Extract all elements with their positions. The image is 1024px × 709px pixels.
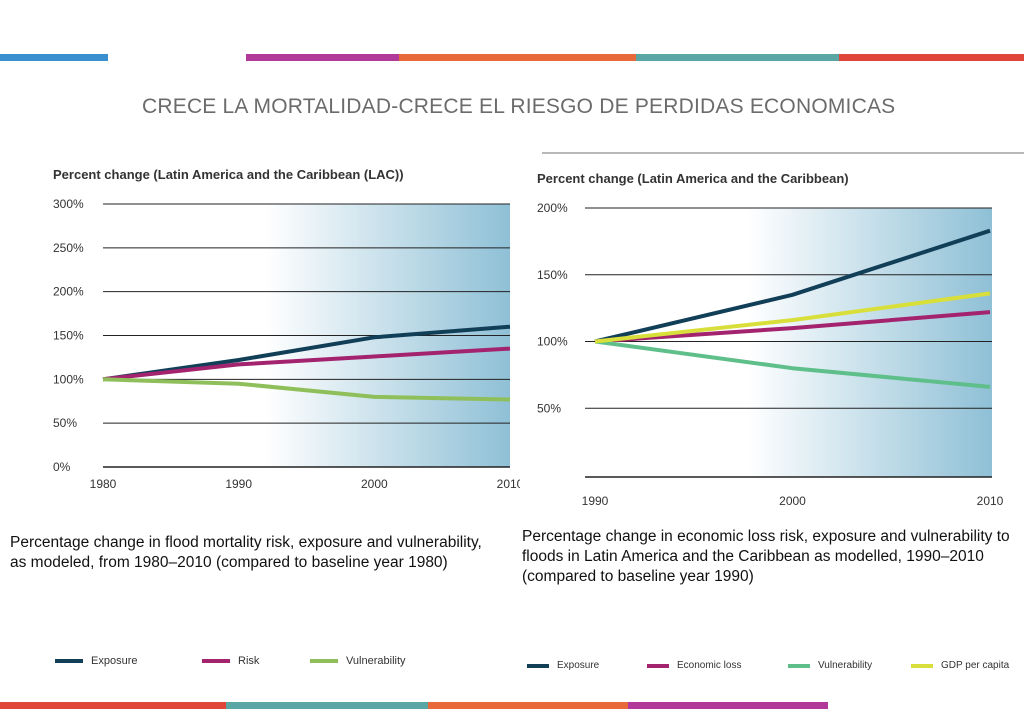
chart-right: Percent change (Latin America and the Ca…	[520, 160, 1010, 515]
x-tick-label: 2010	[497, 477, 520, 491]
top-bar-red	[839, 54, 1024, 61]
caption-left: Percentage change in flood mortality ris…	[10, 534, 482, 571]
y-tick-label: 50%	[53, 416, 77, 430]
series-line-vulnerability	[102, 377, 511, 402]
legend-swatch	[202, 659, 230, 663]
y-tick-label: 150%	[53, 329, 84, 343]
legend-label: Vulnerability	[346, 655, 406, 667]
legend-item: Vulnerability	[310, 655, 406, 667]
chart-title: Percent change (Latin America and the Ca…	[53, 167, 404, 182]
top-bar-teal	[636, 54, 839, 61]
legend-swatch	[911, 663, 933, 668]
x-tick-label: 2010	[977, 494, 1004, 508]
top-bar-magenta	[246, 54, 399, 61]
series-line-exposure	[594, 228, 991, 344]
legend-right: Exposure Economic loss Vulnerability GDP pe…	[527, 660, 1017, 674]
x-tick-label: 2000	[361, 477, 388, 491]
legend-item: Vulnerability	[788, 660, 872, 671]
series-line-gdp-per-capita	[594, 291, 991, 344]
bottom-bar-red	[0, 702, 226, 709]
legend-label: Economic loss	[677, 660, 742, 671]
chart-divider-line	[542, 152, 1024, 154]
y-tick-label: 100%	[53, 372, 84, 386]
series-line-risk	[102, 346, 511, 382]
chart-right-svg: Percent change (Latin America and the Ca…	[537, 171, 1004, 508]
top-bar-blue	[0, 54, 108, 61]
legend-item: Exposure	[55, 655, 137, 667]
x-tick-label: 1990	[225, 477, 252, 491]
legend-left: Exposure Risk Vulnerability	[55, 655, 515, 669]
y-tick-label: 150%	[537, 268, 568, 282]
legend-item: GDP per capita	[911, 660, 1009, 671]
bottom-bar-teal	[226, 702, 428, 709]
y-tick-label: 200%	[53, 285, 84, 299]
x-tick-label: 1990	[582, 494, 609, 508]
chart-left: Percent change (Latin America and the Ca…	[40, 150, 520, 505]
y-tick-label: 50%	[537, 401, 561, 415]
y-tick-label: 100%	[537, 335, 568, 349]
x-tick-label: 2000	[779, 494, 806, 508]
legend-swatch	[310, 659, 338, 663]
legend-label: Exposure	[91, 655, 138, 667]
slide-title: CRECE LA MORTALIDAD-CRECE EL RIESGO DE P…	[142, 95, 896, 118]
chart-left-svg: Percent change (Latin America and the Ca…	[53, 167, 520, 491]
legend-swatch	[788, 663, 810, 668]
top-bar-orange	[399, 54, 636, 61]
legend-label: GDP per capita	[941, 660, 1010, 671]
y-tick-label: 200%	[537, 201, 568, 215]
bottom-bar-magenta	[628, 702, 828, 709]
caption-right: Percentage change in economic loss risk,…	[522, 528, 1010, 585]
legend-label: Vulnerability	[818, 660, 873, 671]
y-tick-label: 300%	[53, 197, 84, 211]
y-tick-label: 250%	[53, 241, 84, 255]
bottom-bar-orange	[428, 702, 628, 709]
legend-swatch	[647, 663, 669, 668]
y-tick-label: 0%	[53, 460, 71, 474]
legend-label: Exposure	[557, 660, 600, 671]
series-line-exposure	[102, 324, 511, 382]
chart-title: Percent change (Latin America and the Ca…	[537, 171, 849, 186]
series-line-vulnerability	[594, 339, 991, 389]
legend-item: Risk	[202, 655, 259, 667]
legend-item: Exposure	[527, 660, 599, 671]
legend-swatch	[55, 659, 83, 663]
legend-swatch	[527, 663, 549, 668]
legend-item: Economic loss	[647, 660, 741, 671]
series-line-economic-loss	[594, 310, 991, 344]
x-tick-label: 1980	[90, 477, 117, 491]
legend-label: Risk	[238, 655, 260, 667]
